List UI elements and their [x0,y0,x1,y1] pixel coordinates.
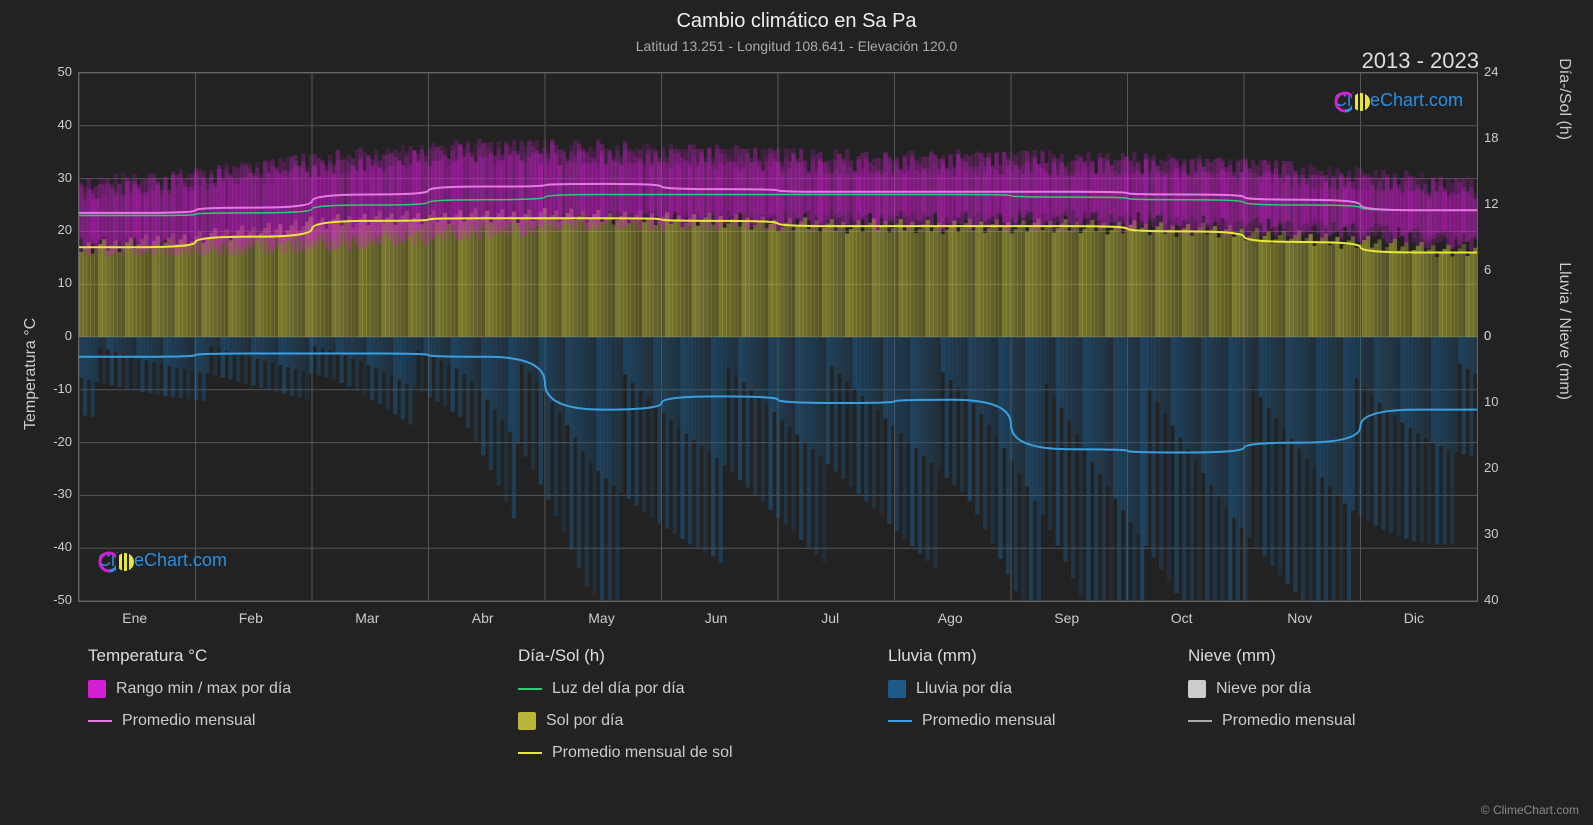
legend-swatch [1188,720,1212,722]
legend-label: Promedio mensual [122,712,255,730]
legend-item: Promedio mensual [88,712,291,730]
legend-swatch [518,688,542,690]
y-axis-right-bottom-label: Lluvia / Nieve (mm) [1555,262,1573,400]
y-left-tick: 20 [58,222,72,237]
legend-label: Rango min / max por día [116,680,291,698]
watermark-bottom: ClimeChart.com [98,550,227,571]
legend-item: Sol por día [518,712,733,730]
y-left-tick: 30 [58,170,72,185]
y-right-top-tick: 24 [1484,64,1498,79]
y-right-top-tick: 6 [1484,262,1491,277]
legend-heading: Temperatura °C [88,646,291,666]
copyright-label: © ClimeChart.com [1481,803,1579,817]
y-left-tick: -40 [53,539,72,554]
x-tick: Ago [938,610,963,626]
legend-item: Nieve por día [1188,680,1355,698]
legend-item: Lluvia por día [888,680,1055,698]
x-tick: Mar [355,610,379,626]
y-right-bottom-tick: 0 [1484,328,1491,343]
legend-label: Luz del día por día [552,680,685,698]
legend-heading: Nieve (mm) [1188,646,1355,666]
y-left-tick: -10 [53,381,72,396]
y-right-bottom-tick: 40 [1484,592,1498,607]
legend-label: Promedio mensual [1222,712,1355,730]
legend-swatch [518,712,536,730]
legend-item: Promedio mensual [888,712,1055,730]
legend-item: Promedio mensual de sol [518,744,733,762]
y-right-bottom-tick: 10 [1484,394,1498,409]
watermark-top: ClimeChart.com [1334,90,1463,111]
chart-subtitle: Latitud 13.251 - Longitud 108.641 - Elev… [0,38,1593,54]
y-right-top-tick: 18 [1484,130,1498,145]
x-tick: Feb [239,610,263,626]
logo-icon [98,550,136,574]
legend-group: Lluvia (mm) Lluvia por día Promedio mensua… [888,646,1055,744]
legend-group: Temperatura °C Rango min / max por día Pro… [88,646,291,744]
x-tick: Dic [1404,610,1424,626]
y-left-tick: 10 [58,275,72,290]
legend-label: Nieve por día [1216,680,1311,698]
x-tick: Sep [1054,610,1079,626]
legend-swatch [1188,680,1206,698]
legend-label: Lluvia por día [916,680,1012,698]
y-left-tick: 50 [58,64,72,79]
x-tick: Jun [705,610,728,626]
y-axis-left-label: Temperatura °C [22,318,40,430]
year-range-label: 2013 - 2023 [1362,48,1479,74]
legend-swatch [518,752,542,754]
y-left-tick: 40 [58,117,72,132]
logo-icon [1334,90,1372,114]
legend-label: Sol por día [546,712,623,730]
legend-heading: Lluvia (mm) [888,646,1055,666]
x-tick: Oct [1171,610,1193,626]
legend-item: Promedio mensual [1188,712,1355,730]
climate-chart: Cambio climático en Sa Pa Latitud 13.251… [0,0,1593,825]
legend-swatch [888,720,912,722]
legend-swatch [88,680,106,698]
y-right-bottom-tick: 30 [1484,526,1498,541]
x-tick: Abr [472,610,494,626]
x-tick: Nov [1287,610,1312,626]
y-left-tick: -30 [53,486,72,501]
chart-title: Cambio climático en Sa Pa [0,10,1593,33]
legend-group: Nieve (mm) Nieve por día Promedio mensual [1188,646,1355,744]
y-left-tick: 0 [65,328,72,343]
y-left-tick: -20 [53,434,72,449]
plot-area [78,72,1478,602]
y-left-tick: -50 [53,592,72,607]
legend-item: Luz del día por día [518,680,733,698]
legend-label: Promedio mensual [922,712,1055,730]
legend-swatch [888,680,906,698]
y-right-bottom-tick: 20 [1484,460,1498,475]
legend-item: Rango min / max por día [88,680,291,698]
x-tick: Jul [821,610,839,626]
chart-svg [79,73,1477,601]
legend-label: Promedio mensual de sol [552,744,733,762]
legend-group: Día-/Sol (h) Luz del día por día Sol por d… [518,646,733,776]
x-tick: May [588,610,614,626]
y-axis-right-top-label: Día-/Sol (h) [1555,58,1573,140]
legend-swatch [88,720,112,722]
y-right-top-tick: 12 [1484,196,1498,211]
x-tick: Ene [122,610,147,626]
legend-heading: Día-/Sol (h) [518,646,733,666]
